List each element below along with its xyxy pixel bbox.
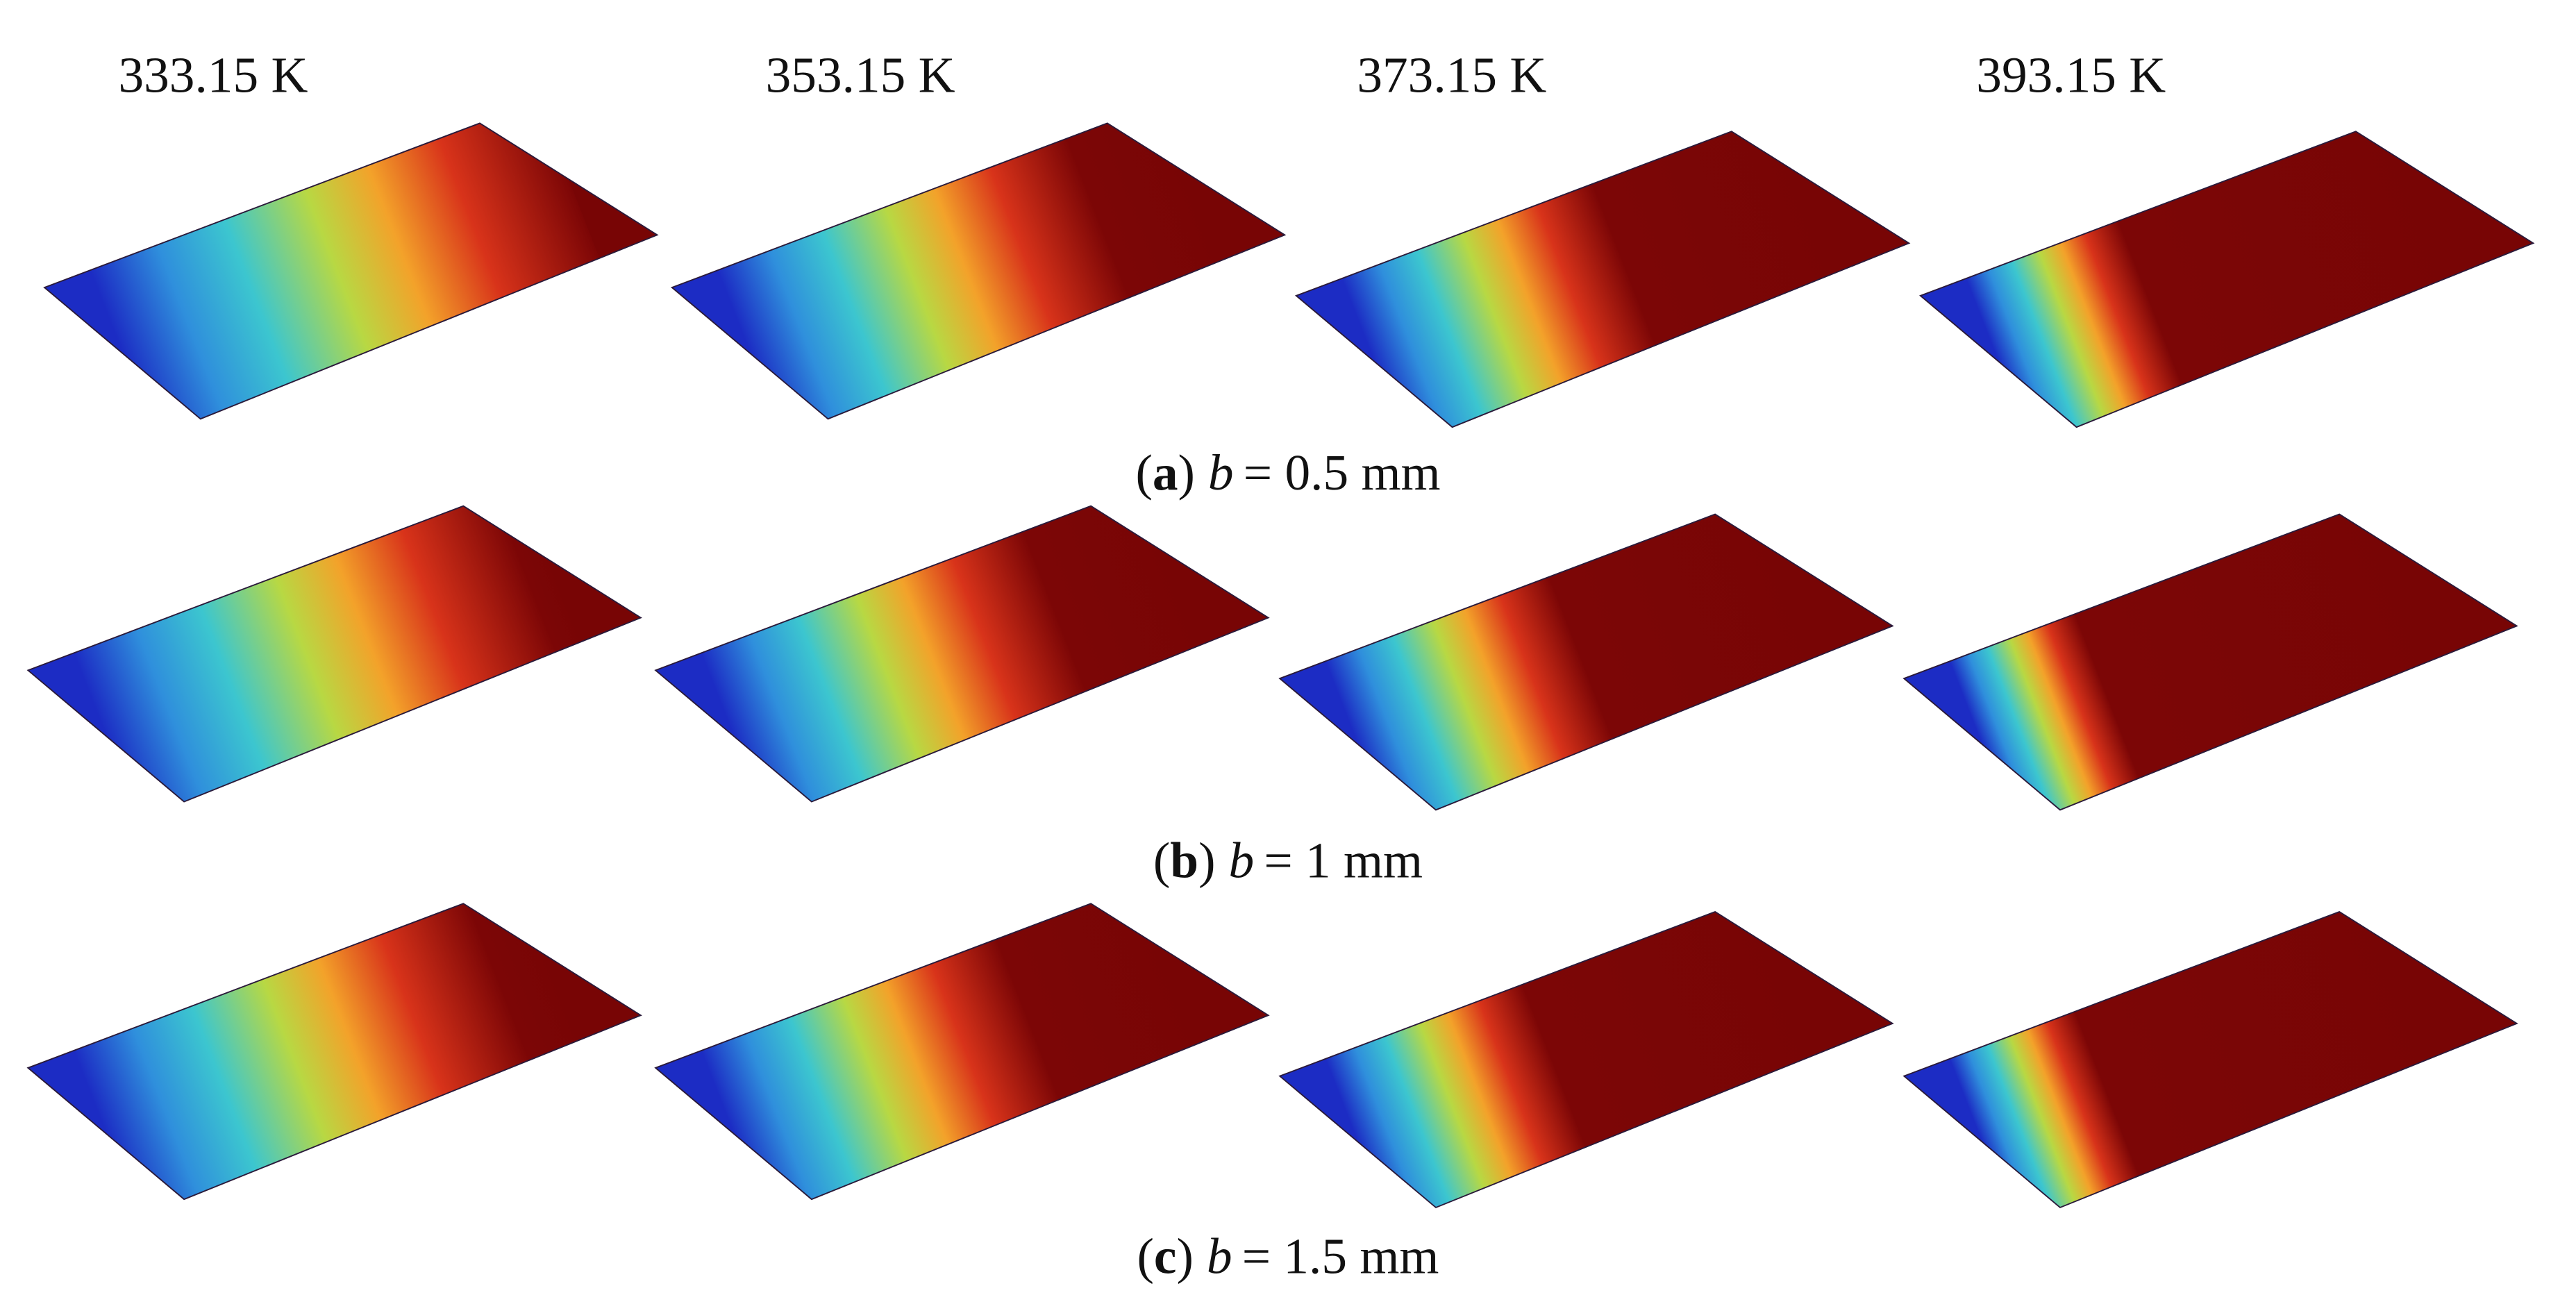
column-header: 373.15 K — [1357, 47, 1546, 103]
caption-rest: = 1.5 mm — [1242, 1228, 1439, 1285]
surface-plot — [1919, 131, 2535, 428]
caption: (b) b = 1 mm — [1153, 832, 1423, 888]
caption-close: ) — [1198, 832, 1215, 888]
surface-plot — [43, 122, 659, 420]
surface-plot — [1294, 131, 1911, 428]
caption-open: ( — [1137, 1228, 1154, 1285]
surface-plot — [670, 122, 1287, 420]
caption: (c) b = 1.5 mm — [1137, 1228, 1439, 1285]
caption-letter: c — [1154, 1228, 1177, 1285]
caption-letter: b — [1170, 832, 1198, 888]
surface-plot — [654, 505, 1270, 803]
caption-variable: b — [1208, 444, 1234, 501]
caption-open: ( — [1153, 832, 1170, 888]
caption-variable: b — [1228, 832, 1254, 888]
surface-plot — [1902, 911, 2518, 1209]
caption-close: ) — [1176, 1228, 1193, 1285]
caption-open: ( — [1135, 444, 1152, 501]
caption-close: ) — [1178, 444, 1195, 501]
caption-rest: = 0.5 mm — [1244, 444, 1441, 501]
caption-rest: = 1 mm — [1264, 832, 1423, 888]
surface-plot — [26, 903, 642, 1201]
caption-letter: a — [1153, 444, 1178, 501]
column-header: 393.15 K — [1976, 47, 2166, 103]
surface-plot — [1278, 911, 1894, 1209]
column-header: 333.15 K — [118, 47, 308, 103]
caption: (a) b = 0.5 mm — [1135, 444, 1440, 501]
surface-plot — [1278, 513, 1894, 811]
surface-plot — [654, 903, 1270, 1201]
surface-plot — [26, 505, 642, 803]
caption-variable: b — [1207, 1228, 1232, 1285]
surface-plot — [1902, 513, 2518, 811]
column-header: 353.15 K — [766, 47, 955, 103]
